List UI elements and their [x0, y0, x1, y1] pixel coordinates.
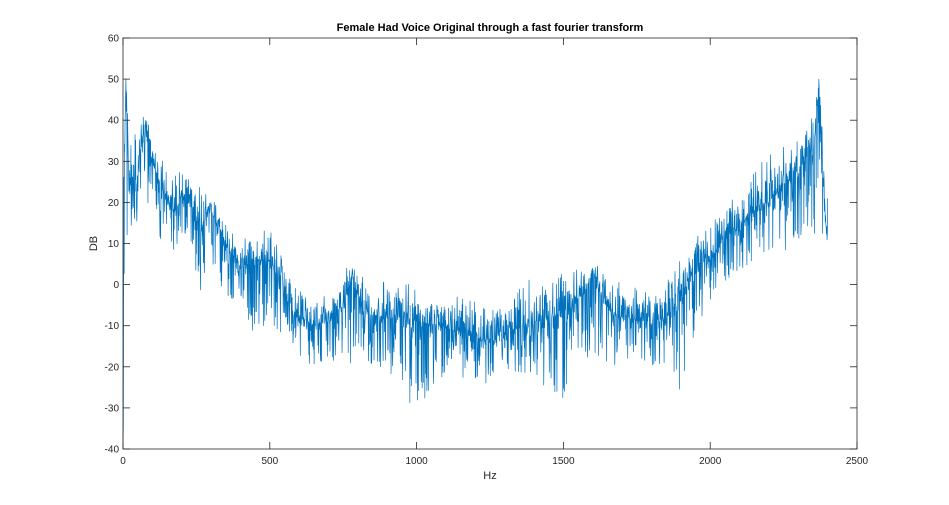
- y-tick-label: 40: [108, 116, 120, 127]
- y-tick-label: 60: [108, 34, 120, 45]
- y-tick-label: 30: [108, 157, 120, 168]
- y-tick-label: 20: [108, 198, 120, 209]
- y-tick-label: 10: [108, 239, 120, 250]
- y-tick-label: -10: [105, 321, 120, 332]
- chart-title: Female Had Voice Original through a fast…: [337, 22, 644, 34]
- y-axis-label: DB: [88, 236, 100, 251]
- x-axis-label: Hz: [483, 470, 496, 482]
- x-tick-label: 0: [120, 456, 126, 467]
- x-tick-label: 1500: [552, 456, 575, 467]
- x-tick-label: 1000: [405, 456, 428, 467]
- y-tick-label: 0: [113, 280, 119, 291]
- fft-series-line: [122, 78, 828, 450]
- y-tick-label: -40: [105, 445, 120, 456]
- x-tick-label: 2500: [846, 456, 869, 467]
- x-tick-label: 500: [261, 456, 278, 467]
- y-tick-label: 50: [108, 75, 120, 86]
- y-tick-label: -20: [105, 362, 120, 373]
- y-tick-label: -30: [105, 403, 120, 414]
- x-tick-label: 2000: [699, 456, 722, 467]
